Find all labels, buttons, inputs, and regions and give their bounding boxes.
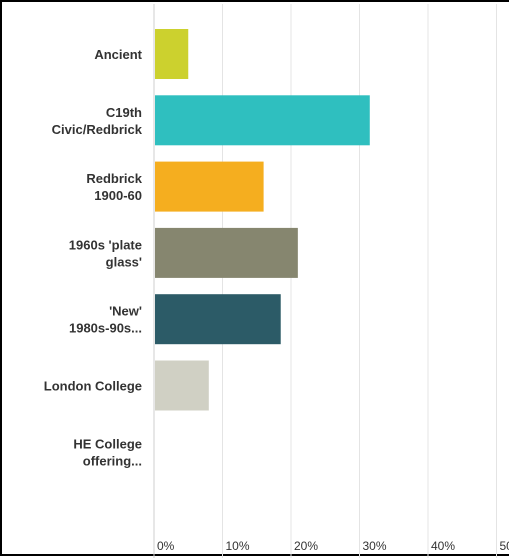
category-label-line: 1980s-90s... (69, 321, 142, 336)
bar (155, 294, 281, 344)
category-label: London College (44, 379, 142, 394)
category-label: 'New' 1980s-90s... (69, 304, 142, 336)
category-label-line: Ancient (94, 47, 142, 62)
category-label-line: C19th (106, 105, 142, 120)
x-tick-label: 20% (294, 539, 318, 553)
bars (155, 29, 370, 411)
x-tick-label: 0% (157, 539, 175, 553)
bar (155, 29, 188, 79)
bar (155, 162, 264, 212)
category-label-line: 'New' (109, 304, 142, 319)
category-label: HE College offering... (73, 436, 142, 468)
category-label: Ancient (94, 47, 142, 62)
category-label-line: Redbrick (86, 171, 142, 186)
grid-lines (154, 4, 497, 558)
category-label-line: London College (44, 379, 142, 394)
bar (155, 361, 209, 411)
x-tick-label: 40% (431, 539, 455, 553)
bar (155, 95, 370, 145)
x-axis-tick-labels: 0% 10% 20% 30% 40% 50% (157, 539, 509, 553)
category-label: Redbrick 1900-60 (86, 171, 142, 203)
category-label-line: 1960s 'plate (69, 237, 142, 252)
category-label-line: HE College (73, 436, 142, 451)
bar (155, 228, 298, 278)
x-tick-label: 30% (363, 539, 387, 553)
category-label-line: offering... (83, 453, 142, 468)
category-label-line: 1900-60 (94, 188, 142, 203)
category-label-line: Civic/Redbrick (52, 122, 143, 137)
x-tick-label: 50% (500, 539, 509, 553)
category-label: C19th Civic/Redbrick (52, 105, 143, 137)
category-label-line: glass' (106, 254, 142, 269)
x-tick-label: 10% (226, 539, 250, 553)
category-label: 1960s 'plate glass' (69, 237, 142, 269)
category-labels: Ancient C19th Civic/Redbrick Redbrick 1900-6… (44, 47, 143, 468)
